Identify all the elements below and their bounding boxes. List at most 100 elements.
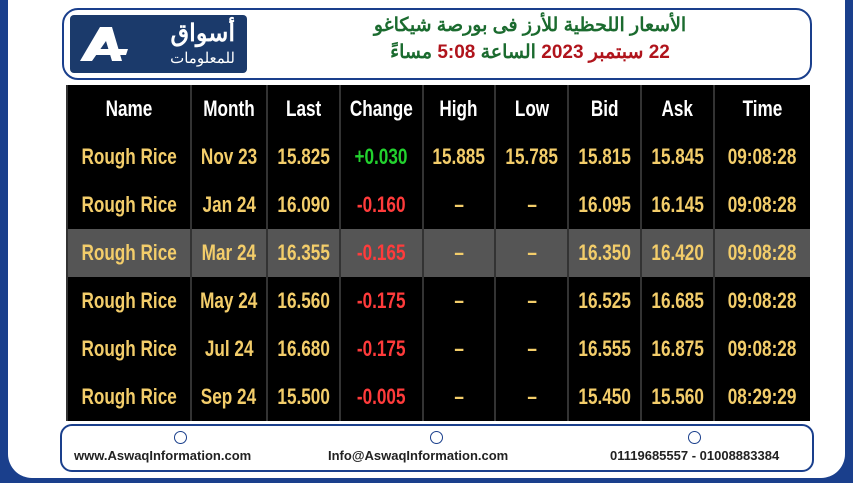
cell-text: +0.030 bbox=[354, 144, 408, 169]
table-row: Name Month Last Change High Low Bid Ask Time bbox=[65, 85, 810, 133]
table-cell: +0.030 bbox=[338, 133, 423, 181]
table-cell: Low bbox=[494, 85, 569, 133]
table-cell: Jan 24 bbox=[190, 181, 267, 229]
period: مساءً bbox=[390, 42, 433, 63]
table-cell: 15.825 bbox=[265, 133, 340, 181]
table-cell: 15.560 bbox=[639, 373, 714, 421]
table-cell: 16.525 bbox=[567, 277, 641, 325]
cell-text: Month bbox=[203, 96, 255, 121]
email: Info@AswaqInformation.com bbox=[328, 448, 509, 463]
footer: www.AswaqInformation.com Info@AswaqInfor… bbox=[60, 424, 814, 472]
cell-text: Rough Rice bbox=[81, 384, 177, 409]
cell-text: 16.685 bbox=[651, 288, 704, 313]
cell-text: Change bbox=[349, 96, 413, 121]
table-cell: Sep 24 bbox=[190, 373, 267, 421]
table-cell: – bbox=[421, 277, 496, 325]
cell-text: 16.525 bbox=[578, 288, 631, 313]
table-cell: – bbox=[421, 229, 496, 277]
table-cell: 15.885 bbox=[421, 133, 496, 181]
table-cell: -0.005 bbox=[338, 373, 423, 421]
cell-text: Sep 24 bbox=[201, 384, 257, 409]
cell-text: 15.825 bbox=[276, 144, 330, 169]
cell-text: 16.555 bbox=[578, 336, 631, 361]
cell-text: Name bbox=[105, 96, 153, 121]
cell-text: Ask bbox=[661, 96, 694, 121]
table-cell: 15.815 bbox=[567, 133, 641, 181]
table-cell: 09:08:28 bbox=[713, 229, 810, 277]
table-cell: Change bbox=[338, 85, 423, 133]
cell-text: – bbox=[454, 384, 464, 409]
cell-text: 09:08:28 bbox=[728, 288, 797, 313]
table-row: Rough Rice Sep 24 15.500 -0.005 – – 15.450 15.5… bbox=[65, 373, 810, 421]
cell-text: 09:08:28 bbox=[728, 192, 797, 217]
cell-text: 16.875 bbox=[651, 336, 704, 361]
cell-text: 15.450 bbox=[578, 384, 631, 409]
table-cell: Time bbox=[713, 85, 810, 133]
cell-text: 16.560 bbox=[276, 288, 330, 313]
table-cell: 15.450 bbox=[567, 373, 641, 421]
table-cell: Rough Rice bbox=[65, 181, 192, 229]
cell-text: – bbox=[527, 384, 537, 409]
table-cell: 16.560 bbox=[265, 277, 340, 325]
table-cell: 15.500 bbox=[265, 373, 340, 421]
cell-text: – bbox=[454, 240, 464, 265]
cell-text: -0.175 bbox=[356, 288, 406, 313]
table-row: Rough Rice Nov 23 15.825 +0.030 15.885 15.785… bbox=[65, 133, 810, 181]
title: الأسعار اللحظية للأرز فى بورصة شيكاغو 22… bbox=[270, 14, 790, 64]
table-cell: High bbox=[421, 85, 496, 133]
cell-text: May 24 bbox=[200, 288, 258, 313]
table-cell: 16.685 bbox=[639, 277, 714, 325]
cell-text: – bbox=[527, 192, 537, 217]
cell-text: Mar 24 bbox=[201, 240, 257, 265]
cell-text: -0.165 bbox=[356, 240, 406, 265]
table-cell: Jul 24 bbox=[190, 325, 267, 373]
cell-text: Rough Rice bbox=[81, 336, 177, 361]
table-cell: Ask bbox=[639, 85, 714, 133]
table-cell: 16.355 bbox=[265, 229, 340, 277]
cell-text: 16.420 bbox=[651, 240, 704, 265]
table-cell: 09:08:28 bbox=[713, 133, 810, 181]
date-line: 22 سبتمبر 2023 الساعة 5:08 مساءً bbox=[270, 41, 790, 64]
table-row: Rough Rice Mar 24 16.355 -0.165 – – 16.350 16.4… bbox=[65, 229, 810, 277]
web-icon bbox=[174, 431, 187, 444]
cell-text: Rough Rice bbox=[81, 192, 177, 217]
logo-icon bbox=[80, 27, 128, 61]
cell-text: 15.500 bbox=[276, 384, 330, 409]
table-cell: Rough Rice bbox=[65, 277, 192, 325]
table-row: Rough Rice Jul 24 16.680 -0.175 – – 16.555 16.8… bbox=[65, 325, 810, 373]
cell-text: Jan 24 bbox=[202, 192, 256, 217]
table-cell: 16.350 bbox=[567, 229, 641, 277]
cell-text: – bbox=[527, 240, 537, 265]
table-cell: Rough Rice bbox=[65, 133, 192, 181]
logo: أسواق للمعلومات bbox=[70, 15, 247, 73]
table-cell: Rough Rice bbox=[65, 229, 192, 277]
cell-text: Jul 24 bbox=[204, 336, 254, 361]
cell-text: 15.845 bbox=[651, 144, 704, 169]
cell-text: 16.680 bbox=[276, 336, 330, 361]
time: 5:08 bbox=[437, 42, 476, 63]
logo-name: أسواق bbox=[170, 20, 235, 47]
cell-text: Bid bbox=[590, 96, 619, 121]
cell-text: 15.885 bbox=[432, 144, 486, 169]
cell-text: 16.145 bbox=[651, 192, 704, 217]
logo-tagline: للمعلومات bbox=[170, 50, 235, 67]
table-cell: Bid bbox=[567, 85, 641, 133]
cell-text: 16.095 bbox=[578, 192, 631, 217]
cell-text: 16.350 bbox=[578, 240, 631, 265]
table-cell: – bbox=[494, 181, 569, 229]
table-cell: – bbox=[494, 325, 569, 373]
table-cell: 09:08:28 bbox=[713, 277, 810, 325]
table-cell: – bbox=[421, 181, 496, 229]
cell-text: Last bbox=[285, 96, 321, 121]
table-cell: Mar 24 bbox=[190, 229, 267, 277]
cell-text: 16.355 bbox=[276, 240, 330, 265]
table-cell: -0.175 bbox=[338, 325, 423, 373]
table-cell: 15.845 bbox=[639, 133, 714, 181]
cell-text: -0.160 bbox=[356, 192, 406, 217]
table-cell: Rough Rice bbox=[65, 325, 192, 373]
table-cell: – bbox=[494, 373, 569, 421]
phone-icon bbox=[688, 431, 701, 444]
table-cell: 16.095 bbox=[567, 181, 641, 229]
cell-text: 08:29:29 bbox=[728, 384, 797, 409]
cell-text: 16.090 bbox=[276, 192, 330, 217]
